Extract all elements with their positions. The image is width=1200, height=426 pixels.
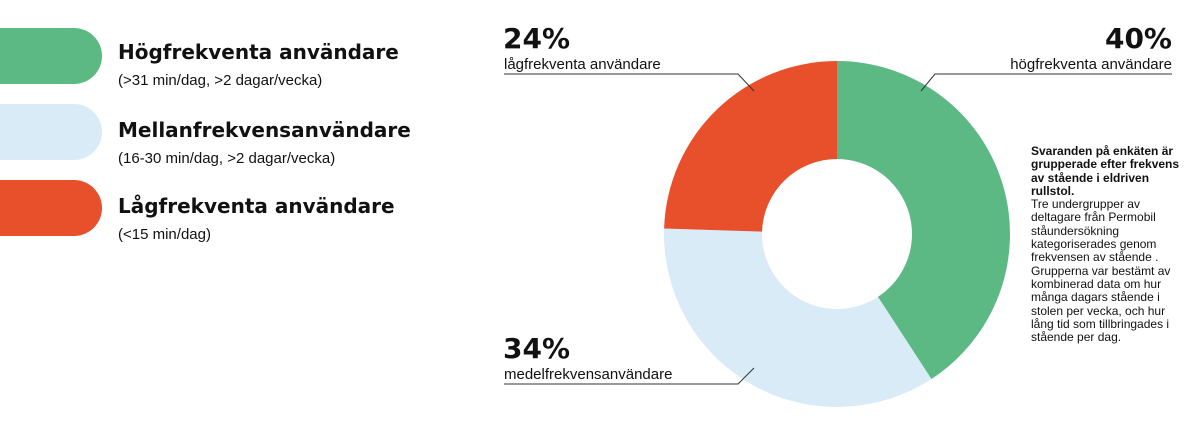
legend-title-medium: Mellanfrekvensanvändare: [118, 118, 411, 142]
explanatory-note: Svaranden på enkäten är grupperade efter…: [1031, 144, 1191, 345]
legend-swatch-low: [0, 180, 102, 236]
slice-high: [837, 61, 1010, 379]
legend-title-high: Högfrekventa användare: [118, 40, 399, 64]
slice-label-high: högfrekventa användare: [1010, 56, 1172, 73]
slice-label-medium: medelfrekvensanvändare: [504, 366, 673, 383]
note-heading: Svaranden på enkäten är grupperade efter…: [1031, 144, 1180, 198]
legend-subtitle-medium: (16-30 min/dag, >2 dagar/vecka): [118, 150, 336, 167]
legend-subtitle-high: (>31 min/dag, >2 dagar/vecka): [118, 72, 323, 89]
legend-title-low: Lågfrekventa användare: [118, 194, 395, 218]
slice-pct-low: 24%: [503, 22, 571, 55]
legend-swatch-medium: [0, 104, 102, 160]
legend-subtitle-low: (<15 min/dag): [118, 226, 211, 243]
note-body: Tre undergrupper av deltagare från Permo…: [1031, 197, 1171, 345]
slice-label-low: lågfrekventa användare: [504, 56, 661, 73]
slice-pct-medium: 34%: [503, 332, 571, 365]
slice-medium: [664, 228, 932, 407]
leader-line-low: [504, 73, 755, 92]
slice-low: [664, 61, 837, 232]
legend-swatch-high: [0, 28, 102, 84]
slice-pct-high: 40%: [1104, 22, 1172, 55]
leader-line-high: [920, 73, 1172, 92]
leader-line-medium: [504, 367, 755, 385]
